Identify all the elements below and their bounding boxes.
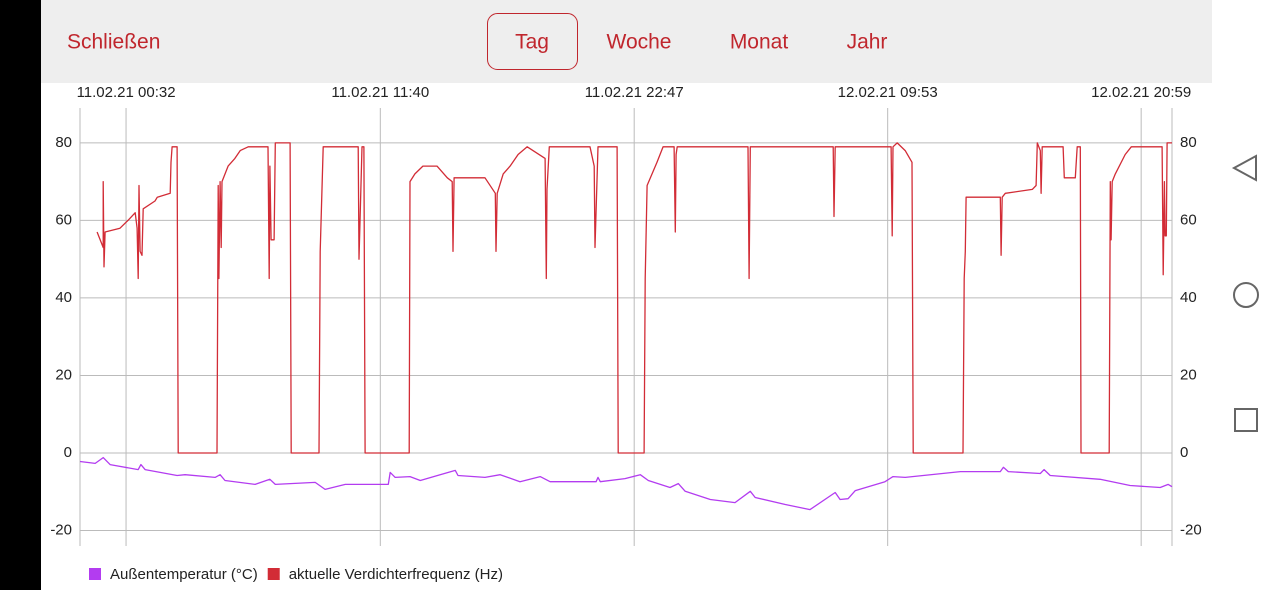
- x-tick-label: 11.02.21 11:40: [331, 84, 429, 101]
- selected-tab-frame: [487, 13, 578, 70]
- tab[interactable]: Jahr: [847, 31, 888, 54]
- y2-tick-label: 60: [1180, 211, 1197, 228]
- y-tick-label: -20: [50, 521, 72, 538]
- y-tick-label: 80: [55, 134, 72, 151]
- top-bar: [41, 0, 1212, 83]
- left-edge: [0, 0, 41, 590]
- chart: -20 -20 0 0 20 20 40 40 60 60 80 80 11.02.21 00:32 11…: [50, 84, 1201, 583]
- y2-tick-label: 40: [1180, 289, 1197, 306]
- legend-label: aktuelle Verdichterfrequenz (Hz): [289, 566, 503, 583]
- y-tick-label: 60: [55, 211, 72, 228]
- x-tick-label: 11.02.21 22:47: [585, 84, 684, 101]
- x-tick-label: 12.02.21 20:59: [1091, 84, 1191, 101]
- x-tick-label: 11.02.21 00:32: [77, 84, 176, 101]
- y-tick-label: 40: [55, 289, 72, 306]
- tab[interactable]: Monat: [730, 31, 789, 54]
- tab[interactable]: Woche: [607, 31, 672, 54]
- y2-tick-label: -20: [1180, 521, 1202, 538]
- legend-swatch: [89, 568, 101, 580]
- y2-tick-label: 0: [1180, 444, 1188, 461]
- y-tick-label: 0: [64, 444, 72, 461]
- close-button[interactable]: Schließen: [67, 31, 160, 54]
- series-line: [79, 456, 1173, 511]
- nav-back[interactable]: [1231, 154, 1257, 182]
- nav-home[interactable]: [1233, 282, 1259, 308]
- legend-label: Außentemperatur (°C): [110, 566, 258, 583]
- legend-swatch: [267, 568, 280, 580]
- y2-tick-label: 20: [1180, 366, 1197, 383]
- nav-recent[interactable]: [1234, 408, 1258, 432]
- x-tick-label: 12.02.21 09:53: [838, 84, 938, 101]
- series-line: [96, 142, 1172, 454]
- y2-tick-label: 80: [1180, 134, 1197, 151]
- tab[interactable]: Tag: [515, 31, 549, 54]
- y-tick-label: 20: [55, 366, 72, 383]
